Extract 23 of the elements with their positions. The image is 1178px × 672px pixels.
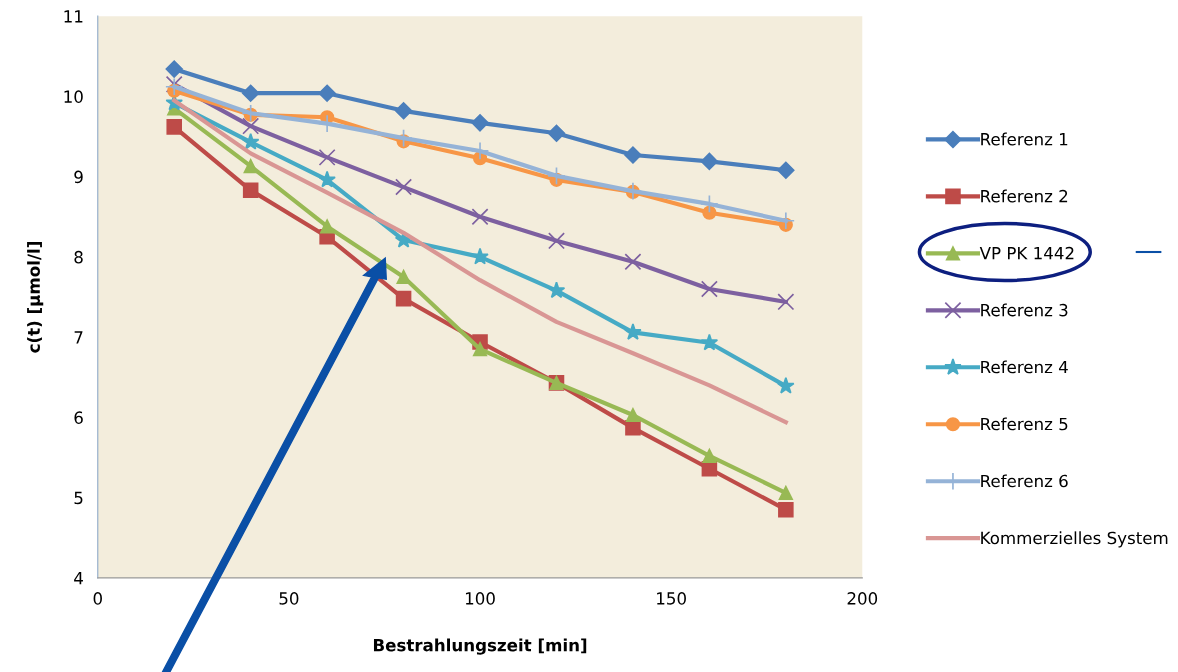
y-tick-label: 10 [64,90,83,103]
y-tick-label: 7 [74,331,83,344]
legend-label: Referenz 6 [981,474,1068,488]
legend-label: VP PK 1442 [979,246,1074,260]
x-tick-label: 50 [279,592,299,605]
y-axis-title: c(t) [µmol/l] [27,242,44,353]
legend-label: Referenz 5 [981,417,1068,431]
x-tick-label: 150 [657,592,686,605]
legend-label: Referenz 1 [981,132,1068,146]
y-tick-label: 5 [74,491,83,505]
legend-label: Referenz 2 [981,189,1068,203]
y-tick-label: 9 [74,170,83,184]
x-tick-label: 200 [847,592,878,605]
legend-label: Kommerzielles System [981,531,1168,548]
y-tick-label: 8 [74,250,83,264]
legend-label: Referenz 3 [981,303,1068,317]
y-tick-label: 6 [74,411,83,424]
x-axis-title: Bestrahlungszeit [min] [373,638,587,655]
y-tick-label: 11 [64,10,83,23]
y-tick-label: 4 [74,572,83,585]
x-tick-label: 0 [93,592,102,605]
x-tick-label: 100 [465,592,495,605]
legend-label: Referenz 4 [981,360,1068,374]
